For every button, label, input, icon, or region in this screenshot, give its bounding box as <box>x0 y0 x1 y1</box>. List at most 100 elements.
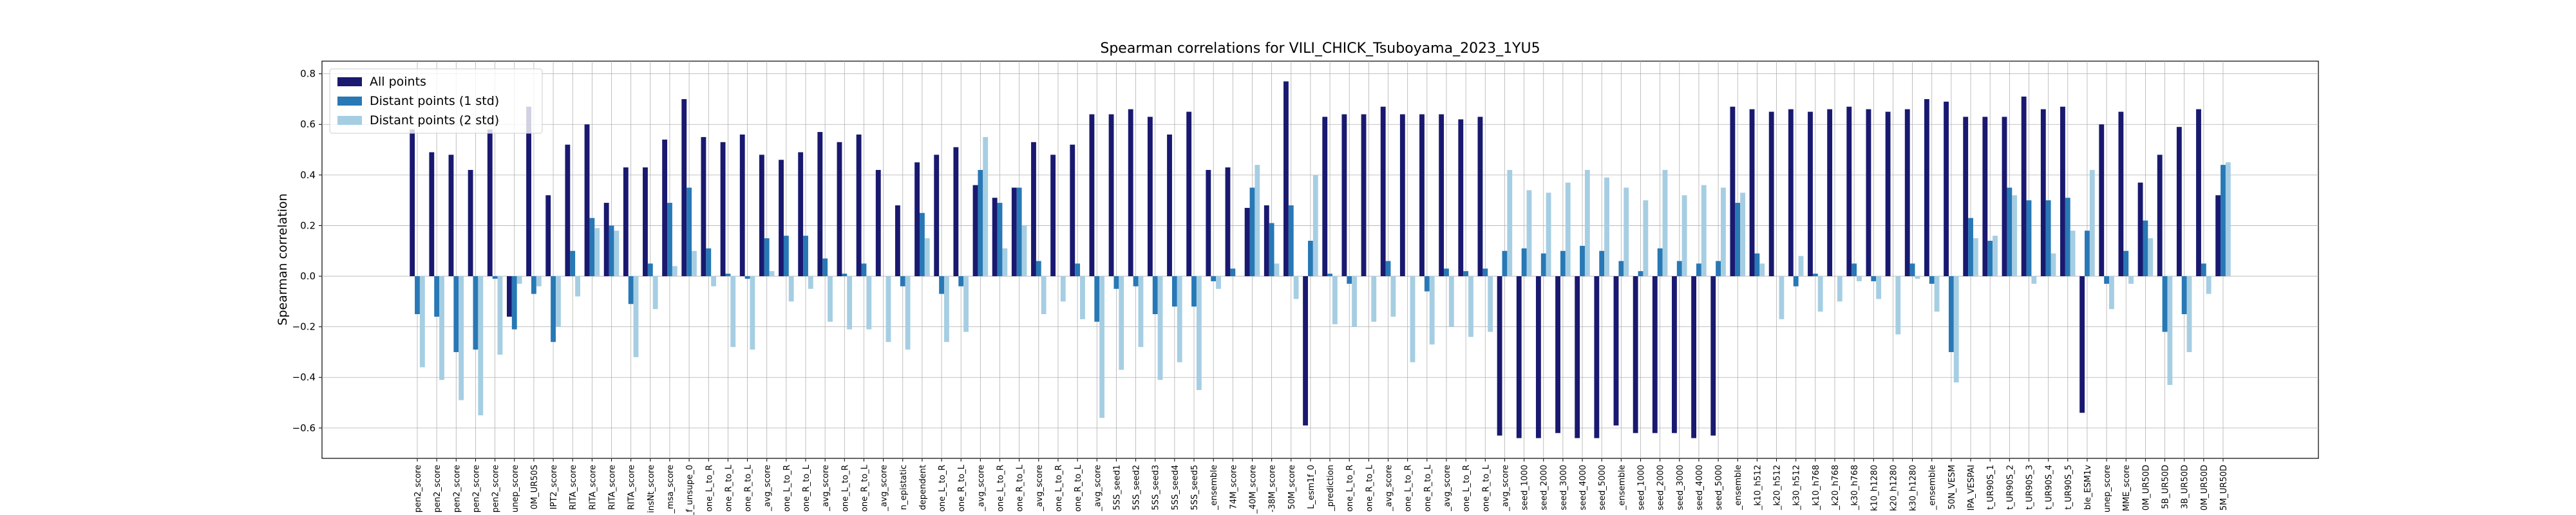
bar <box>875 169 881 277</box>
bar <box>759 154 764 277</box>
x-tick-label: _avg_score <box>1501 465 1510 512</box>
bar <box>1546 192 1551 277</box>
bar <box>1341 114 1347 277</box>
bar <box>739 134 745 277</box>
bar <box>1599 250 1605 277</box>
bar <box>1837 276 1842 302</box>
bar <box>1788 109 1794 277</box>
bar <box>662 139 668 277</box>
x-tick-label: one_L_to_R <box>996 465 1006 512</box>
x-tick-label: 5SS_seed1 <box>1112 465 1122 510</box>
bar <box>866 276 872 330</box>
bar <box>1953 276 1959 383</box>
bar <box>701 136 706 277</box>
bar <box>2181 276 2187 314</box>
bar <box>1119 276 1124 370</box>
bar <box>647 263 653 277</box>
y-tick-label: −0.6 <box>292 422 316 434</box>
bar <box>1662 169 1668 277</box>
bar <box>565 144 571 277</box>
x-tick-label: k10_h1280 <box>1870 465 1879 511</box>
x-tick-label: RITA_score <box>627 465 637 510</box>
bar <box>1133 276 1139 286</box>
x-tick-label: seed_5000 <box>1598 465 1607 510</box>
bar <box>1211 276 1217 281</box>
x-tick-label: 5SS_seed5 <box>1190 465 1200 510</box>
x-tick-label: _avg_score <box>1443 465 1452 512</box>
bar <box>1565 182 1571 277</box>
x-tick-label: IPT2_score <box>549 465 559 509</box>
x-tick-label: t_UR90S_2 <box>2005 465 2015 510</box>
bar <box>983 136 989 277</box>
bar <box>1507 169 1513 277</box>
x-tick-label: seed_2000 <box>1656 465 1666 510</box>
bar <box>1895 276 1901 335</box>
bar <box>1390 276 1396 317</box>
x-tick-label: _ensemble <box>1617 465 1627 510</box>
bar <box>1638 271 1643 277</box>
bar <box>1264 205 1269 277</box>
bar <box>1177 276 1182 362</box>
bar <box>1332 276 1338 324</box>
bar <box>1468 276 1473 337</box>
bar <box>1424 276 1430 292</box>
bar <box>1099 276 1105 418</box>
bar <box>2031 276 2037 284</box>
bar <box>1225 167 1231 277</box>
bar <box>1535 276 1541 438</box>
x-tick-label: 50M_score <box>1287 465 1297 509</box>
x-tick-label: one_L_to_R <box>1345 465 1355 512</box>
x-tick-label: 5M_UR50D <box>2219 465 2229 510</box>
bar <box>1094 276 1100 322</box>
x-tick-label: _k10_h768 <box>1812 465 1821 510</box>
bar <box>594 228 600 277</box>
x-tick-label: _prediction <box>1326 465 1336 512</box>
x-tick-label: t_UR90S_3 <box>2025 465 2034 510</box>
bar <box>2157 154 2163 277</box>
grid <box>322 61 2318 458</box>
x-tick-label: one_R_to_L <box>1016 464 1025 512</box>
legend-label: Distant points (1 std) <box>370 94 499 108</box>
x-tick-label: seed_3000 <box>1676 465 1685 510</box>
bar <box>1808 111 1813 277</box>
x-tick-label: n_epistatic <box>899 465 909 510</box>
x-tick-label: _avg_score <box>976 465 986 512</box>
bar <box>1361 114 1367 277</box>
x-tick-label: 0M_UR50D <box>2200 465 2210 510</box>
bar <box>1779 276 1785 319</box>
bar <box>720 142 726 277</box>
bar <box>410 129 415 277</box>
bar <box>764 238 770 277</box>
bar <box>1657 248 1663 277</box>
legend-swatch <box>337 77 362 86</box>
bar <box>2196 109 2201 277</box>
bar <box>1754 253 1760 277</box>
x-tick-label: unep_score <box>2103 465 2112 512</box>
bar <box>1633 276 1638 433</box>
legend-swatch <box>337 116 362 125</box>
bar <box>531 276 536 294</box>
bar <box>1963 117 1969 277</box>
bar <box>1167 134 1172 277</box>
bar <box>1060 276 1066 302</box>
bar <box>1050 154 1056 277</box>
bar <box>2206 276 2211 294</box>
bar <box>1002 248 1008 277</box>
x-tick-label: one_R_to_L <box>744 464 753 512</box>
bar <box>1196 276 1202 390</box>
bar <box>1982 117 1988 277</box>
y-tick-label: 0.0 <box>300 270 316 282</box>
bar <box>1444 268 1449 277</box>
bar <box>1827 109 1833 277</box>
x-tick-label: one_R_to_L <box>724 464 734 512</box>
bar <box>2079 276 2085 413</box>
bar <box>1419 114 1425 277</box>
bar <box>487 129 493 277</box>
bar <box>1876 276 1882 299</box>
bar <box>1759 263 1765 277</box>
bar <box>847 276 853 330</box>
bar <box>2201 263 2206 277</box>
bar <box>803 236 808 277</box>
bar <box>511 276 517 330</box>
bar <box>1857 276 1862 281</box>
